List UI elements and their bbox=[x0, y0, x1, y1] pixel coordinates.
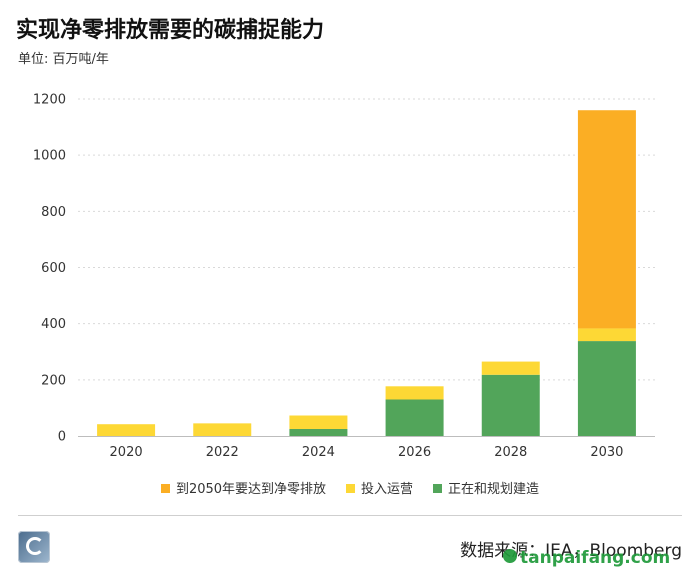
legend-swatch bbox=[433, 484, 443, 493]
x-tick-label: 2028 bbox=[494, 445, 527, 460]
publisher-logo bbox=[18, 531, 50, 563]
bar-segment-under-construction bbox=[577, 341, 636, 436]
bar-segment-in-operation bbox=[577, 328, 636, 342]
legend-swatch bbox=[160, 484, 170, 493]
legend-item: 正在和规划建造 bbox=[433, 478, 539, 497]
legend-item: 投入运营 bbox=[346, 478, 413, 497]
bar-segment-needed-2050 bbox=[577, 110, 636, 329]
bar-segment-in-operation bbox=[193, 423, 252, 436]
bar-segment-in-operation bbox=[481, 361, 540, 375]
bars bbox=[97, 110, 636, 436]
legend: 到2050年要达到净零排放 投入运营 正在和规划建造 bbox=[0, 478, 700, 497]
x-tick-label: 2020 bbox=[110, 445, 143, 460]
bar-segment-under-construction bbox=[481, 374, 540, 436]
y-tick-label: 800 bbox=[41, 205, 66, 220]
footer-divider bbox=[18, 515, 682, 516]
bar-chart: 0 200 400 600 800 1000 1200 2020 2022 2024 2026 202… bbox=[33, 93, 655, 460]
x-tick-label: 2024 bbox=[302, 445, 335, 460]
bar-segment-in-operation bbox=[97, 424, 156, 436]
legend-label: 投入运营 bbox=[361, 482, 414, 497]
grid-lines bbox=[78, 98, 655, 381]
bar-segment-in-operation bbox=[289, 415, 348, 429]
watermark: tanpaifang.com bbox=[503, 548, 670, 568]
bar-segment-under-construction bbox=[289, 428, 348, 436]
x-tick-label: 2026 bbox=[398, 445, 431, 460]
chart-title: 实现净零排放需要的碳捕捉能力 bbox=[16, 18, 325, 43]
leaf-icon bbox=[503, 549, 517, 563]
y-tick-label: 400 bbox=[41, 317, 66, 332]
legend-label: 到2050年要达到净零排放 bbox=[175, 482, 327, 497]
bar-segment-under-construction bbox=[385, 399, 444, 436]
y-tick-label: 600 bbox=[41, 261, 66, 276]
x-tick-label: 2030 bbox=[590, 445, 623, 460]
y-tick-label: 200 bbox=[41, 373, 66, 388]
unit-label: 单位: 百万吨/年 bbox=[18, 52, 109, 67]
x-tick-label: 2022 bbox=[206, 445, 239, 460]
legend-item: 到2050年要达到净零排放 bbox=[160, 478, 327, 497]
bar-segment-in-operation bbox=[385, 386, 444, 400]
legend-label: 正在和规划建造 bbox=[448, 482, 540, 497]
legend-swatch bbox=[346, 484, 356, 493]
y-tick-label: 1000 bbox=[33, 149, 66, 164]
axes: 0 200 400 600 800 1000 1200 2020 2022 2024 2026 202… bbox=[33, 93, 655, 460]
y-tick-label: 0 bbox=[58, 430, 66, 445]
y-tick-label: 1200 bbox=[33, 93, 66, 108]
watermark-text: tanpaifang.com bbox=[520, 548, 671, 568]
